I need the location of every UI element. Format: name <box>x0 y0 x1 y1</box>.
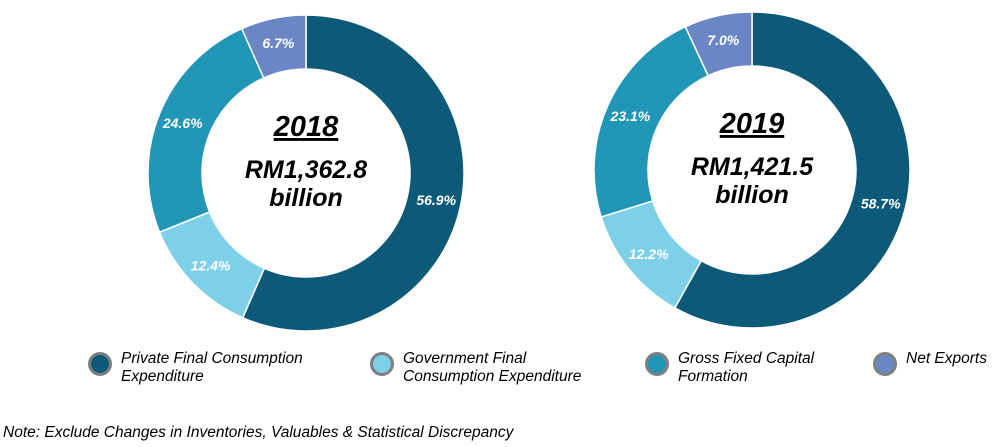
legend-swatch <box>873 352 897 376</box>
total-unit: billion <box>715 181 789 209</box>
slice-label: 7.0% <box>707 32 739 48</box>
legend-item-net-exports: Net Exports <box>873 350 987 376</box>
slice-label: 6.7% <box>262 35 294 51</box>
donut-slice <box>684 11 753 77</box>
donut-slice <box>673 11 911 329</box>
slice-label: 24.6% <box>162 115 203 131</box>
year-label: 2018 <box>273 111 339 143</box>
legend-swatch <box>645 352 669 376</box>
footnote: Note: Exclude Changes in Inventories, Va… <box>3 424 514 441</box>
legend-label: Government Final <box>403 350 527 367</box>
legend-label: Consumption Expenditure <box>403 368 582 385</box>
legend-item-gfce: Government Final Consumption Expenditure <box>370 350 581 386</box>
donut-slice <box>147 27 265 234</box>
legend-item-pfce: Private Final Consumption Expenditure <box>88 350 303 386</box>
legend-label: Gross Fixed Capital <box>678 350 815 367</box>
slice-label: 12.2% <box>629 246 669 262</box>
legend-item-gfcf: Gross Fixed Capital Formation <box>645 350 814 386</box>
total-value: RM1,362.8 <box>245 156 367 184</box>
legend-label: Formation <box>678 368 748 385</box>
donut-slice <box>241 14 465 332</box>
legend-swatch <box>88 352 112 376</box>
legend-swatch <box>370 352 394 376</box>
total-unit: billion <box>269 184 343 212</box>
donut-slice <box>240 14 307 79</box>
legend-label: Expenditure <box>121 368 204 385</box>
legend-label: Private Final Consumption <box>121 350 303 367</box>
total-value: RM1,421.5 <box>691 153 814 181</box>
slice-label: 58.7% <box>861 196 901 212</box>
slice-label: 23.1% <box>610 108 651 124</box>
legend-label: Net Exports <box>906 350 987 367</box>
slice-label: 56.9% <box>416 192 456 208</box>
year-label: 2019 <box>719 108 785 140</box>
slice-label: 12.4% <box>191 258 231 274</box>
